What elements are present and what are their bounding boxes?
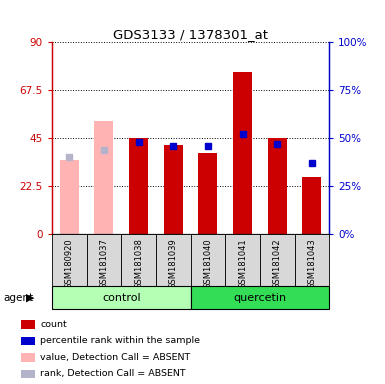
Bar (295, 234, 329, 286)
Title: GDS3133 / 1378301_at: GDS3133 / 1378301_at (113, 28, 268, 41)
Bar (87, 234, 121, 286)
Text: GSM181039: GSM181039 (169, 238, 178, 289)
Text: percentile rank within the sample: percentile rank within the sample (40, 336, 201, 345)
Bar (191, 234, 225, 286)
Bar (52, 286, 191, 309)
Bar (164, 145, 183, 234)
Text: agent: agent (4, 293, 34, 303)
Text: GSM181037: GSM181037 (99, 238, 109, 289)
Bar (268, 138, 287, 234)
Text: ▶: ▶ (26, 293, 35, 303)
Text: GSM181038: GSM181038 (134, 238, 143, 289)
Text: control: control (102, 293, 141, 303)
Bar (191, 286, 329, 309)
Bar (233, 72, 252, 234)
Text: value, Detection Call = ABSENT: value, Detection Call = ABSENT (40, 353, 191, 362)
Text: GSM181042: GSM181042 (273, 238, 282, 289)
Bar (225, 234, 260, 286)
Bar (52, 234, 87, 286)
Bar (60, 160, 79, 234)
Text: quercetin: quercetin (233, 293, 286, 303)
Text: rank, Detection Call = ABSENT: rank, Detection Call = ABSENT (40, 369, 186, 378)
Bar (260, 234, 295, 286)
Bar (94, 121, 114, 234)
Bar (302, 177, 321, 234)
Bar (198, 153, 218, 234)
Text: count: count (40, 320, 67, 329)
Text: GSM181043: GSM181043 (307, 238, 316, 289)
Text: GSM181040: GSM181040 (203, 238, 213, 289)
Bar (129, 138, 148, 234)
Text: GSM180920: GSM180920 (65, 238, 74, 289)
Text: GSM181041: GSM181041 (238, 238, 247, 289)
Bar (121, 234, 156, 286)
Bar (156, 234, 191, 286)
